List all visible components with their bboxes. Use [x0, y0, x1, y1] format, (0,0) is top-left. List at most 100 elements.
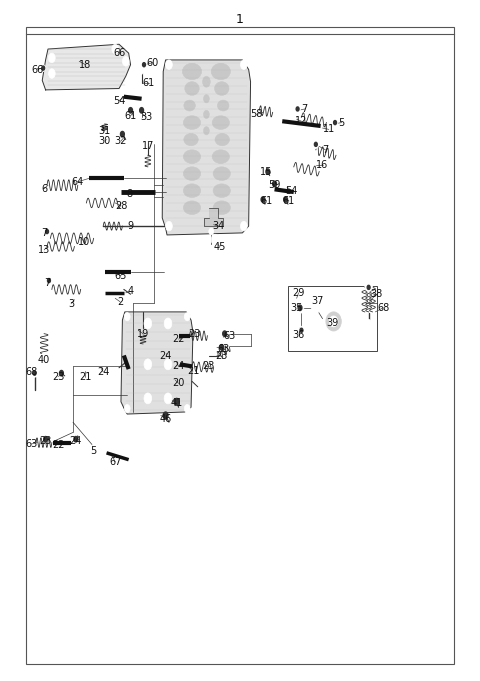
Text: 24: 24	[172, 362, 185, 371]
Text: 63: 63	[25, 439, 37, 449]
Ellipse shape	[329, 316, 338, 327]
Circle shape	[366, 319, 372, 328]
Text: 63: 63	[217, 344, 229, 353]
Circle shape	[41, 353, 48, 362]
Circle shape	[211, 234, 219, 245]
Circle shape	[367, 285, 370, 289]
Text: 17: 17	[142, 142, 154, 151]
Text: 11: 11	[323, 125, 335, 134]
Text: 10: 10	[78, 237, 90, 247]
Circle shape	[166, 60, 172, 69]
Circle shape	[124, 405, 130, 413]
Text: 23: 23	[52, 372, 65, 381]
Ellipse shape	[212, 150, 229, 163]
Ellipse shape	[215, 82, 229, 95]
Text: 63: 63	[223, 331, 236, 340]
Ellipse shape	[183, 201, 201, 215]
Polygon shape	[121, 312, 193, 414]
Circle shape	[164, 393, 172, 404]
Text: 7: 7	[41, 228, 48, 238]
Text: 4: 4	[128, 287, 133, 296]
Circle shape	[313, 140, 319, 148]
Text: 21: 21	[79, 372, 92, 381]
Text: 24: 24	[97, 367, 109, 377]
Circle shape	[174, 398, 179, 405]
Circle shape	[106, 133, 110, 140]
Text: 34: 34	[212, 221, 225, 231]
Circle shape	[365, 281, 372, 291]
Bar	[26, 27, 454, 664]
Text: 40: 40	[38, 355, 50, 364]
Ellipse shape	[184, 100, 195, 111]
Circle shape	[112, 44, 119, 54]
Circle shape	[44, 227, 50, 236]
Circle shape	[334, 121, 336, 125]
Bar	[288, 286, 377, 351]
Circle shape	[223, 331, 227, 336]
Ellipse shape	[212, 116, 229, 129]
Text: 68: 68	[377, 303, 389, 313]
Text: 13: 13	[38, 245, 50, 255]
Text: 7: 7	[301, 104, 308, 114]
Text: 22: 22	[172, 334, 185, 344]
Circle shape	[42, 66, 45, 70]
Ellipse shape	[213, 167, 230, 180]
Text: 60: 60	[146, 58, 159, 67]
Circle shape	[220, 345, 224, 350]
Circle shape	[295, 105, 300, 113]
Text: 32: 32	[115, 136, 127, 146]
Text: 7: 7	[44, 278, 50, 287]
Text: 64: 64	[72, 177, 84, 187]
Text: 16: 16	[316, 161, 329, 170]
Circle shape	[184, 405, 190, 413]
Circle shape	[240, 60, 247, 69]
Text: 31: 31	[98, 126, 111, 136]
Text: 12: 12	[295, 116, 308, 126]
Text: 61: 61	[260, 196, 273, 206]
Ellipse shape	[183, 116, 201, 129]
Text: 61: 61	[124, 111, 137, 121]
Text: 36: 36	[292, 330, 305, 340]
Circle shape	[163, 412, 168, 419]
Ellipse shape	[184, 133, 198, 146]
Ellipse shape	[211, 63, 230, 80]
Text: 23: 23	[203, 362, 215, 371]
Circle shape	[299, 326, 304, 334]
Text: 33: 33	[140, 112, 153, 122]
Circle shape	[48, 69, 55, 78]
Circle shape	[129, 108, 132, 113]
Text: 54: 54	[286, 186, 298, 195]
Circle shape	[311, 300, 321, 313]
Ellipse shape	[183, 167, 201, 180]
Circle shape	[124, 313, 130, 321]
Circle shape	[140, 69, 144, 74]
Circle shape	[142, 61, 146, 68]
Text: 54: 54	[113, 96, 125, 106]
Text: 38: 38	[371, 289, 383, 299]
Text: 8: 8	[127, 189, 132, 199]
Ellipse shape	[213, 201, 230, 215]
Circle shape	[273, 181, 276, 187]
Circle shape	[140, 108, 144, 113]
Text: 66: 66	[31, 65, 44, 75]
Ellipse shape	[183, 150, 201, 163]
Text: 24: 24	[70, 437, 82, 446]
Polygon shape	[162, 60, 251, 235]
Text: 23: 23	[188, 329, 201, 338]
Circle shape	[102, 447, 108, 456]
Text: 6: 6	[41, 184, 47, 193]
Text: 30: 30	[98, 136, 111, 146]
Text: 45: 45	[214, 242, 226, 251]
Circle shape	[184, 313, 190, 321]
Text: 39: 39	[326, 319, 338, 328]
Ellipse shape	[204, 110, 209, 118]
Circle shape	[240, 221, 247, 231]
Circle shape	[74, 437, 78, 442]
Ellipse shape	[213, 184, 230, 197]
Text: 3: 3	[68, 299, 74, 308]
Circle shape	[296, 107, 299, 111]
Circle shape	[332, 118, 338, 127]
Circle shape	[266, 169, 270, 174]
Text: 20: 20	[172, 379, 185, 388]
Circle shape	[284, 197, 288, 202]
